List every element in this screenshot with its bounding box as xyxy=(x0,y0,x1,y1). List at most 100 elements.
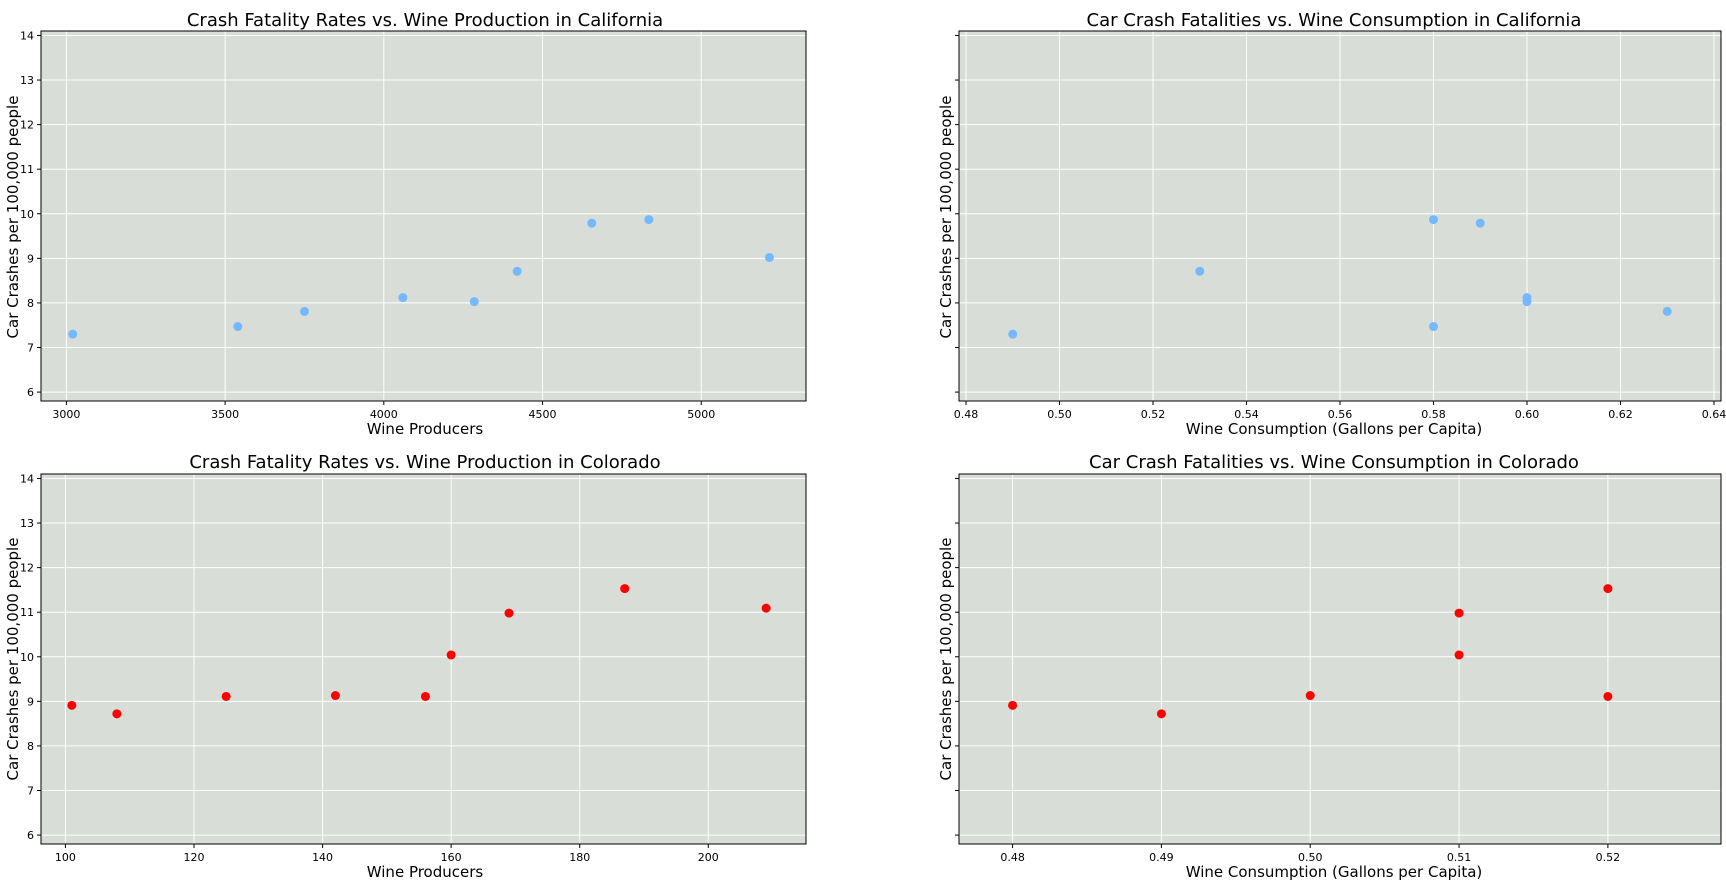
data-point xyxy=(1603,691,1613,701)
x-tick-label: 160 xyxy=(441,851,462,864)
data-point xyxy=(233,322,243,332)
data-point xyxy=(330,691,340,701)
chart-title: Crash Fatality Rates vs. Wine Production… xyxy=(189,452,660,473)
x-axis-label: Wine Consumption (Gallons per Capita) xyxy=(1186,863,1483,881)
x-tick-label: 0.51 xyxy=(1447,851,1472,864)
x-tick-label: 0.60 xyxy=(1515,408,1540,421)
data-point xyxy=(1475,218,1485,228)
x-tick-label: 0.50 xyxy=(1047,408,1072,421)
x-tick-label: 0.52 xyxy=(1141,408,1166,421)
plot-area: 0.48 0.49 0.50 0.51 0.52 xyxy=(955,473,1722,864)
y-tick-label: 14 xyxy=(20,472,34,485)
y-tick-label: 7 xyxy=(27,342,34,355)
data-point xyxy=(1305,691,1315,701)
y-tick-label: 8 xyxy=(27,740,34,753)
data-point xyxy=(1454,650,1464,660)
plot-background xyxy=(959,474,1721,844)
x-tick-label: 0.48 xyxy=(1000,851,1025,864)
plot-area: 0.48 0.50 0.52 0.54 0.56 0.58 0.60 0.62 0.64 xyxy=(954,30,1726,421)
x-tick-label: 120 xyxy=(184,851,205,864)
data-point xyxy=(644,215,654,225)
data-point xyxy=(1428,322,1438,332)
x-tick-label: 0.64 xyxy=(1702,408,1726,421)
x-tick-label: 0.52 xyxy=(1596,851,1621,864)
plot-area: 3000 3500 4000 4500 5000 6 7 8 9 10 11 12 13 14 xyxy=(20,29,807,421)
y-tick-label: 11 xyxy=(20,163,34,176)
y-tick-label: 13 xyxy=(20,74,34,87)
data-point xyxy=(1603,584,1613,594)
x-tick-label: 4500 xyxy=(529,408,557,421)
data-point xyxy=(221,691,231,701)
x-tick-label: 0.56 xyxy=(1328,408,1353,421)
data-point xyxy=(764,252,774,262)
y-axis-label: Car Crashes per 100,000 people xyxy=(4,538,22,781)
plot-area: 100 120 140 160 180 200 6 7 8 9 10 11 12 13 14 xyxy=(20,472,807,864)
data-point xyxy=(469,297,479,307)
data-point xyxy=(1454,608,1464,618)
chart-title: Car Crash Fatalities vs. Wine Consumptio… xyxy=(1089,452,1579,473)
x-axis-label: Wine Producers xyxy=(367,863,484,881)
data-point xyxy=(620,584,630,594)
data-point xyxy=(1428,215,1438,225)
y-tick-label: 6 xyxy=(27,386,34,399)
california-consumption-chart: 0.48 0.50 0.52 0.54 0.56 0.58 0.60 0.62 0.64 Car… xyxy=(937,10,1726,438)
chart-title: Car Crash Fatalities vs. Wine Consumptio… xyxy=(1087,10,1582,31)
y-tick-label: 14 xyxy=(20,29,34,42)
california-production-chart: 3000 3500 4000 4500 5000 6 7 8 9 10 11 12 13 14 Crash… xyxy=(4,10,807,438)
plot-frame xyxy=(958,473,1722,845)
data-point xyxy=(68,329,78,339)
y-tick-label: 11 xyxy=(20,606,34,619)
x-tick-label: 3000 xyxy=(52,408,80,421)
y-tick-label: 10 xyxy=(20,651,34,664)
x-tick-label: 0.48 xyxy=(954,408,979,421)
y-axis-label: Car Crashes per 100,000 people xyxy=(937,538,955,781)
x-tick-label: 0.58 xyxy=(1421,408,1446,421)
y-axis-label: Car Crashes per 100,000 people xyxy=(937,96,955,339)
data-point xyxy=(1156,709,1166,719)
plot-frame xyxy=(40,30,807,402)
x-tick-label: 200 xyxy=(698,851,719,864)
x-tick-label: 0.54 xyxy=(1234,408,1259,421)
x-axis-label: Wine Producers xyxy=(367,420,484,438)
x-tick-label: 5000 xyxy=(687,408,715,421)
data-point xyxy=(504,608,514,618)
plot-frame xyxy=(958,30,1722,402)
x-tick-label: 4000 xyxy=(370,408,398,421)
x-tick-label: 100 xyxy=(55,851,76,864)
plot-background xyxy=(41,31,806,401)
data-point xyxy=(420,691,430,701)
data-point xyxy=(1195,266,1205,276)
colorado-production-chart: 100 120 140 160 180 200 6 7 8 9 10 11 12 13 14 Crash F… xyxy=(4,452,807,881)
data-point xyxy=(587,218,597,228)
chart-title: Crash Fatality Rates vs. Wine Production… xyxy=(187,10,663,31)
data-point xyxy=(446,650,456,660)
x-tick-label: 180 xyxy=(569,851,590,864)
y-tick-label: 10 xyxy=(20,208,34,221)
y-tick-label: 9 xyxy=(27,252,34,265)
y-tick-label: 12 xyxy=(20,119,34,132)
x-tick-label: 3500 xyxy=(211,408,239,421)
data-point xyxy=(761,603,771,613)
data-point xyxy=(112,709,122,719)
y-axis-label: Car Crashes per 100,000 people xyxy=(4,96,22,339)
y-tick-label: 13 xyxy=(20,517,34,530)
y-tick-label: 6 xyxy=(27,829,34,842)
x-tick-label: 0.50 xyxy=(1298,851,1323,864)
data-point xyxy=(398,293,408,303)
y-tick-label: 7 xyxy=(27,785,34,798)
y-tick-label: 12 xyxy=(20,562,34,575)
plot-frame xyxy=(40,473,807,845)
data-point xyxy=(512,266,522,276)
data-point xyxy=(1008,329,1018,339)
y-tick-label: 9 xyxy=(27,695,34,708)
colorado-consumption-chart: 0.48 0.49 0.50 0.51 0.52 Car Crash Fatalitie… xyxy=(937,452,1722,881)
data-point xyxy=(1662,306,1672,316)
x-tick-label: 0.49 xyxy=(1149,851,1174,864)
data-point xyxy=(1008,700,1018,710)
data-point xyxy=(67,700,77,710)
y-tick-label: 8 xyxy=(27,297,34,310)
data-point xyxy=(1522,297,1532,307)
x-axis-label: Wine Consumption (Gallons per Capita) xyxy=(1186,420,1483,438)
x-tick-label: 0.62 xyxy=(1608,408,1633,421)
